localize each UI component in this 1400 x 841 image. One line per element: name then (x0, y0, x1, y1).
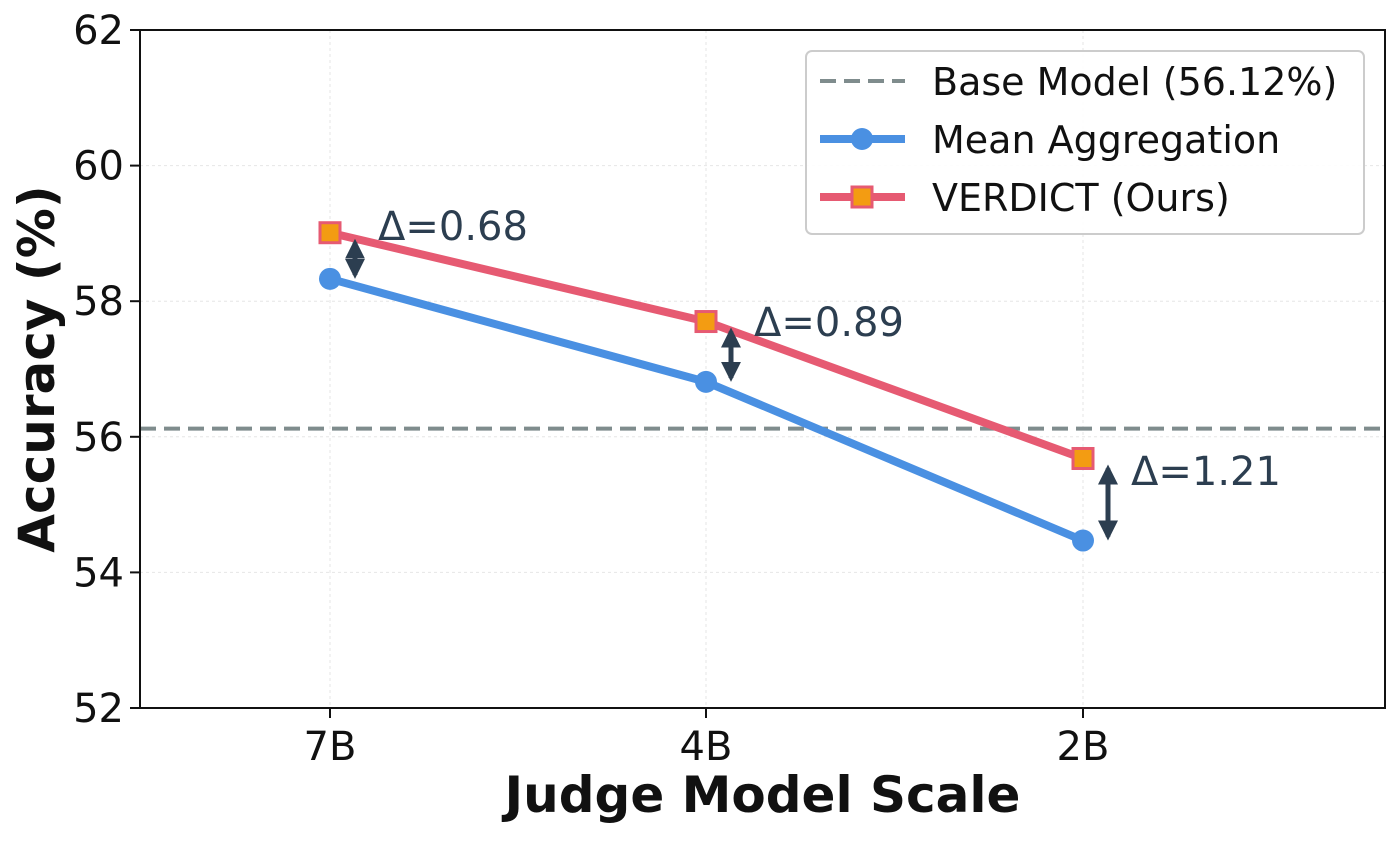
y-tick-label: 52 (73, 686, 124, 732)
y-axis-title: Accuracy (%) (8, 185, 66, 552)
legend-marker-verdict (850, 185, 874, 209)
data-point-verdict (318, 221, 342, 245)
y-tick-label: 54 (73, 550, 124, 596)
data-point-verdict (1071, 446, 1095, 470)
data-point-mean-aggregation (1072, 529, 1094, 552)
legend-label: Mean Aggregation (932, 118, 1280, 162)
delta-label: Δ=0.89 (754, 300, 904, 346)
y-tick-label: 62 (73, 8, 124, 54)
x-tick-label: 7B (304, 724, 357, 770)
tick-layer: 52 54 56 58 60 62 7B 4B 2B (73, 8, 1109, 770)
plot-frame (139, 29, 1386, 709)
y-tick-label: 60 (73, 144, 124, 190)
legend-label: Base Model (56.12%) (932, 60, 1337, 104)
y-tick-label: 58 (73, 279, 124, 325)
legend-label: VERDICT (Ours) (932, 176, 1230, 220)
legend-marker-mean-aggregation (851, 128, 873, 150)
annotation-layer: Δ=0.68 Δ=0.89 Δ=1.21 (345, 204, 1281, 541)
x-tick-label: 2B (1057, 724, 1110, 770)
series-layer (318, 221, 1095, 552)
delta-label: Δ=1.21 (1131, 449, 1281, 495)
x-axis-title: Judge Model Scale (502, 766, 1021, 824)
delta-label: Δ=0.68 (378, 204, 528, 250)
legend: Base Model (56.12%) Mean Aggregation VERDI… (805, 50, 1365, 235)
grid-layer (140, 29, 1385, 709)
legend-box (805, 50, 1365, 235)
data-point-verdict (694, 310, 718, 334)
data-point-mean-aggregation (319, 267, 341, 290)
x-tick-label: 4B (680, 724, 733, 770)
data-point-mean-aggregation (695, 370, 717, 393)
y-tick-label: 56 (73, 415, 124, 461)
